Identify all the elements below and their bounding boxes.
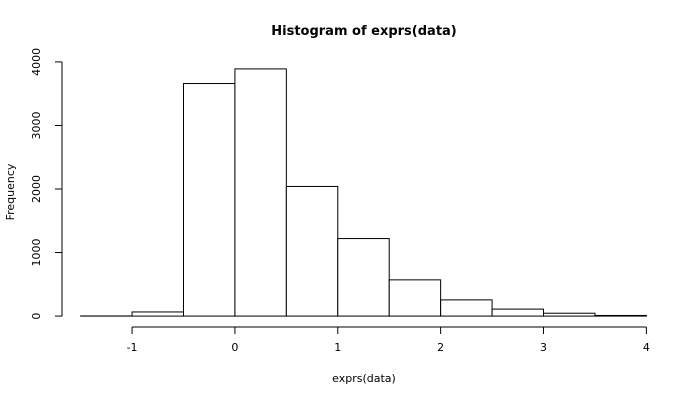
bar [491,308,545,317]
y-tick-label: 3000 [30,111,43,139]
x-tick-label: 3 [540,341,547,354]
x-tick-label: 1 [334,341,341,354]
bar [440,299,493,317]
y-axis-label: Frequency [4,163,17,220]
bar [182,83,236,317]
bar [337,238,390,317]
bar [543,312,596,317]
bar [388,279,442,317]
x-axis-label: exprs(data) [332,372,396,385]
x-tick-label: 2 [437,341,444,354]
bar [594,314,647,317]
bar [131,311,184,317]
y-tick-label: 0 [30,313,43,320]
y-tick-label: 2000 [30,175,43,203]
bar [234,68,287,317]
x-tick-label: -1 [127,341,138,354]
x-tick-label: 0 [231,341,238,354]
y-tick-label: 4000 [30,48,43,76]
y-tick-label: 1000 [30,239,43,267]
chart-title: Histogram of exprs(data) [271,24,457,39]
bar [285,185,339,317]
x-tick-label: 4 [643,341,650,354]
